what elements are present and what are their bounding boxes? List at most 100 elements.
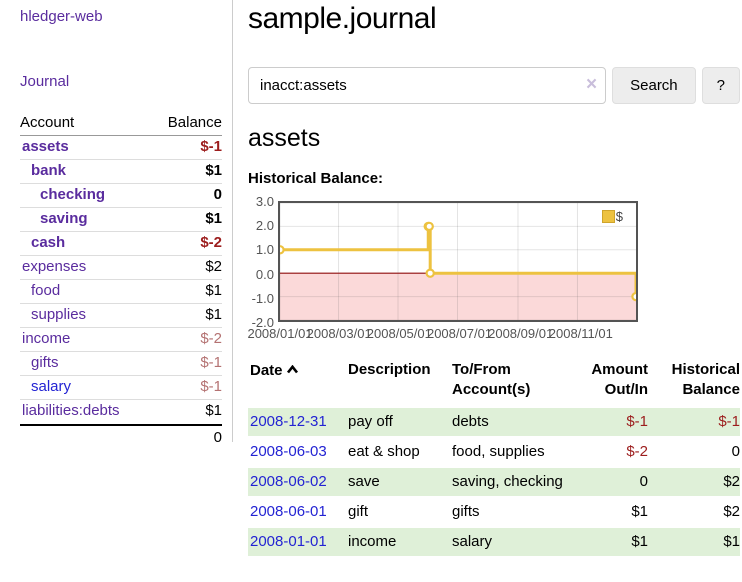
transaction-balance: $2 bbox=[648, 497, 740, 528]
account-row: saving $1 bbox=[20, 208, 222, 232]
x-axis-tick-label: 2008/07/01 bbox=[426, 326, 493, 341]
chart-plot-area[interactable]: $ bbox=[278, 201, 638, 322]
account-link-salary[interactable]: salary bbox=[31, 378, 72, 395]
help-button[interactable]: ? bbox=[701, 67, 740, 104]
x-axis-tick-label: 2008/05/01 bbox=[366, 326, 432, 341]
transaction-date-link[interactable]: 2008-06-01 bbox=[250, 503, 327, 520]
register-header-balance: Historical Balance bbox=[671, 361, 740, 398]
balance-column-header: Balance bbox=[167, 114, 222, 131]
account-balance: 0 bbox=[213, 186, 222, 203]
x-axis-tick-label: 2008/09/01 bbox=[488, 326, 554, 341]
transaction-amount: $1 bbox=[572, 497, 648, 528]
clear-search-icon[interactable]: × bbox=[586, 74, 598, 95]
accounts-table-header: Account Balance bbox=[20, 112, 222, 136]
transaction-date-link[interactable]: 2008-12-31 bbox=[250, 413, 327, 430]
transaction-date-link[interactable]: 2008-06-02 bbox=[250, 473, 327, 490]
account-column-header: Account bbox=[20, 114, 75, 131]
account-link-checking[interactable]: checking bbox=[40, 186, 106, 203]
register-row: 2008-06-01 gift gifts $1 $2 bbox=[248, 497, 740, 528]
transaction-accounts: saving, checking bbox=[452, 467, 572, 498]
transaction-accounts: salary bbox=[452, 527, 572, 558]
y-axis-tick-label: -2.0 bbox=[251, 315, 274, 330]
register-row: 2008-12-31 pay off debts $-1 $-1 bbox=[248, 408, 740, 438]
account-balance: $1 bbox=[205, 210, 222, 227]
account-link-expenses[interactable]: expenses bbox=[22, 258, 87, 275]
account-balance: $1 bbox=[205, 162, 222, 179]
legend-swatch-icon bbox=[601, 210, 615, 223]
y-axis-tick-label: -1.0 bbox=[251, 290, 274, 306]
accounts-table: Account Balance assets $-1 bank $1 check… bbox=[20, 112, 222, 448]
x-axis-tick-label: 2008/03/01 bbox=[306, 326, 372, 341]
sidebar: hledger-web Journal Account Balance asse… bbox=[0, 0, 233, 446]
sidebar-item-journal[interactable]: Journal bbox=[20, 73, 70, 90]
register-header-accounts: To/From Account(s) bbox=[452, 361, 531, 398]
account-row: checking 0 bbox=[20, 184, 222, 208]
register-header-date: Date bbox=[250, 362, 283, 379]
chart-title: Historical Balance: bbox=[248, 170, 384, 187]
account-link-bank[interactable]: bank bbox=[31, 162, 67, 179]
account-row: liabilities:debts $1 bbox=[20, 400, 222, 424]
transaction-description: pay off bbox=[348, 408, 452, 438]
account-balance: $1 bbox=[205, 306, 222, 323]
account-balance: $-2 bbox=[200, 234, 222, 251]
account-row: income $-2 bbox=[20, 328, 222, 352]
historical-balance-chart: $ 3.0 2.0 1.0 0.0 -1.0 -2.0 2008/01/01 2008/03… bbox=[247, 194, 740, 343]
transaction-amount: $-2 bbox=[572, 437, 648, 468]
transaction-amount: $-1 bbox=[572, 408, 648, 438]
chart-series-svg bbox=[280, 203, 636, 320]
x-axis-tick-label: 2008/11/01 bbox=[548, 326, 613, 341]
account-balance: $1 bbox=[205, 402, 222, 419]
account-link-assets[interactable]: assets bbox=[22, 138, 69, 155]
legend-label: $ bbox=[615, 209, 623, 224]
account-row: bank $1 bbox=[20, 160, 222, 184]
account-link-cash[interactable]: cash bbox=[31, 234, 66, 251]
transaction-accounts: food, supplies bbox=[452, 437, 572, 468]
account-link-saving[interactable]: saving bbox=[40, 210, 88, 227]
accounts-total-value: 0 bbox=[213, 429, 222, 446]
account-link-supplies[interactable]: supplies bbox=[31, 306, 87, 323]
account-link-food[interactable]: food bbox=[31, 282, 61, 299]
register-header-description: Description bbox=[348, 361, 431, 378]
page-title: sample.journal bbox=[248, 2, 437, 35]
transaction-accounts: debts bbox=[452, 408, 572, 438]
transaction-description: eat & shop bbox=[348, 437, 452, 468]
register-row: 2008-06-02 save saving, checking 0 $2 bbox=[248, 467, 740, 498]
search-form: × Search ? bbox=[248, 67, 740, 104]
transaction-amount: 0 bbox=[572, 467, 648, 498]
account-row: cash $-2 bbox=[20, 232, 222, 256]
register-row: 2008-06-03 eat & shop food, supplies $-2… bbox=[248, 437, 740, 468]
transaction-date-link[interactable]: 2008-06-03 bbox=[250, 443, 327, 460]
accounts-total-row: 0 bbox=[20, 424, 222, 448]
chart-legend: $ bbox=[601, 209, 623, 224]
account-row: salary $-1 bbox=[20, 376, 222, 400]
transaction-balance: 0 bbox=[648, 437, 740, 468]
y-axis-tick-label: 3.0 bbox=[255, 194, 274, 209]
account-link-liabilities-debts[interactable]: liabilities:debts bbox=[22, 402, 120, 419]
register-header-amount: Amount Out/In bbox=[591, 361, 648, 398]
account-balance: $-1 bbox=[200, 138, 222, 155]
account-row: expenses $2 bbox=[20, 256, 222, 280]
transaction-description: save bbox=[348, 467, 452, 498]
account-balance: $-1 bbox=[200, 378, 222, 395]
account-link-income[interactable]: income bbox=[22, 330, 71, 347]
account-balance: $-1 bbox=[200, 354, 222, 371]
register-row: 2008-01-01 income salary $1 $1 bbox=[248, 527, 740, 558]
account-link-gifts[interactable]: gifts bbox=[31, 354, 59, 371]
transaction-accounts: gifts bbox=[452, 497, 572, 528]
app-title-link[interactable]: hledger-web bbox=[20, 8, 103, 25]
transaction-date-link[interactable]: 2008-01-01 bbox=[250, 533, 327, 550]
search-input[interactable] bbox=[248, 67, 607, 104]
account-row: assets $-1 bbox=[20, 136, 222, 160]
transaction-description: gift bbox=[348, 497, 452, 528]
search-button[interactable]: Search bbox=[612, 67, 696, 104]
x-axis-tick-label: 2008/01/01 bbox=[247, 326, 313, 341]
account-page-heading: assets bbox=[248, 124, 321, 152]
y-axis-tick-label: 0.0 bbox=[255, 266, 274, 282]
y-axis-tick-label: 1.0 bbox=[255, 242, 274, 258]
account-row: supplies $1 bbox=[20, 304, 222, 328]
register-header-row: Date Description To/From Account(s) Amou… bbox=[248, 358, 740, 408]
transaction-balance: $-1 bbox=[648, 408, 740, 438]
account-row: gifts $-1 bbox=[20, 352, 222, 376]
register-table: Date Description To/From Account(s) Amou… bbox=[248, 358, 740, 558]
account-row: food $1 bbox=[20, 280, 222, 304]
